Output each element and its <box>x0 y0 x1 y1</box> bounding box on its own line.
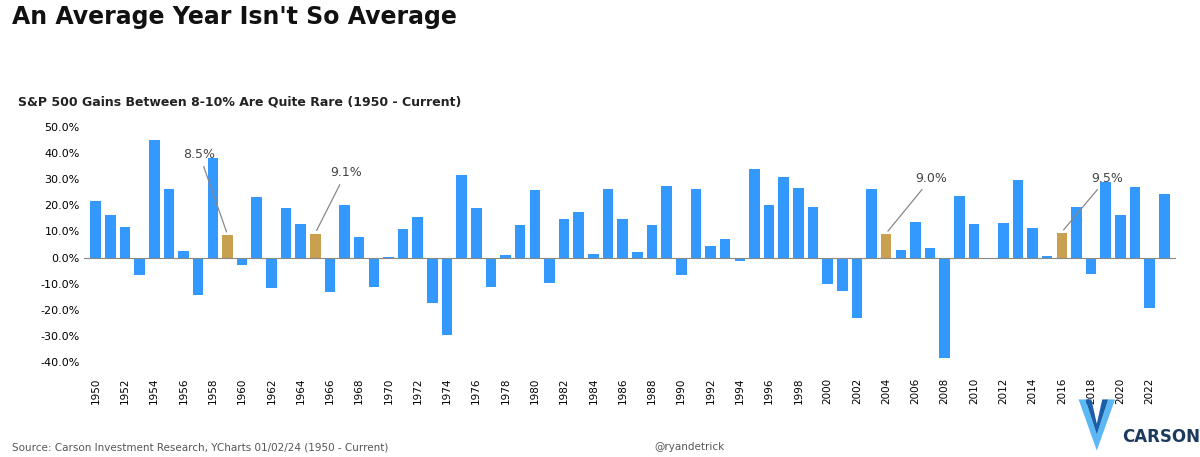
Bar <box>1145 258 1154 308</box>
Bar <box>749 169 760 258</box>
Bar <box>281 208 292 258</box>
Bar <box>940 258 950 358</box>
Bar <box>106 214 115 258</box>
Bar <box>208 158 218 258</box>
Bar <box>252 197 262 258</box>
Bar <box>559 219 569 258</box>
Bar <box>968 224 979 258</box>
Bar <box>779 177 788 258</box>
Bar <box>763 205 774 258</box>
Bar <box>852 258 862 319</box>
Bar <box>1072 207 1081 258</box>
Bar <box>720 239 731 258</box>
Bar <box>1129 187 1140 258</box>
Bar <box>618 219 628 258</box>
Bar <box>427 258 438 303</box>
Bar <box>398 229 408 258</box>
Bar <box>676 258 686 275</box>
Text: 9.1%: 9.1% <box>317 166 361 230</box>
Bar <box>881 234 892 258</box>
Bar <box>500 255 511 258</box>
Bar <box>574 213 584 258</box>
Text: @ryandetrick: @ryandetrick <box>654 442 725 452</box>
Bar <box>1086 258 1097 274</box>
Bar <box>456 175 467 258</box>
Bar <box>793 188 804 258</box>
Bar <box>325 258 335 292</box>
Text: An Average Year Isn't So Average: An Average Year Isn't So Average <box>12 5 457 29</box>
Bar <box>691 189 701 258</box>
Bar <box>236 258 247 265</box>
Bar <box>1115 215 1126 258</box>
Bar <box>866 189 877 258</box>
Text: Source: Carson Investment Research, YCharts 01/02/24 (1950 - Current): Source: Carson Investment Research, YCha… <box>12 442 389 452</box>
Text: 9.0%: 9.0% <box>888 171 947 231</box>
Bar <box>910 222 920 258</box>
Bar <box>442 258 452 335</box>
Polygon shape <box>1079 399 1115 451</box>
Bar <box>1100 182 1111 258</box>
Bar <box>954 197 965 258</box>
Bar <box>602 189 613 258</box>
Bar <box>822 258 833 284</box>
Bar <box>706 246 715 258</box>
Bar <box>1027 228 1038 258</box>
Bar <box>1013 181 1024 258</box>
Bar <box>734 258 745 261</box>
Bar <box>1042 256 1052 258</box>
Bar <box>836 258 847 292</box>
Bar <box>354 238 365 258</box>
Polygon shape <box>1086 399 1109 435</box>
Bar <box>545 258 554 283</box>
Bar <box>647 225 658 258</box>
Text: 9.5%: 9.5% <box>1063 171 1123 230</box>
Bar <box>925 249 935 258</box>
Bar <box>515 225 526 258</box>
Text: CARSON: CARSON <box>1122 428 1200 446</box>
Bar <box>632 252 642 258</box>
Bar <box>808 207 818 258</box>
Bar <box>413 217 424 258</box>
Text: 8.5%: 8.5% <box>184 148 227 232</box>
Bar <box>1056 233 1067 258</box>
Bar <box>193 258 204 295</box>
Bar <box>310 234 320 258</box>
Bar <box>588 254 599 258</box>
Bar <box>486 258 497 287</box>
Bar <box>222 235 233 258</box>
Bar <box>295 223 306 258</box>
Bar <box>134 258 145 275</box>
Bar <box>120 227 131 258</box>
Bar <box>472 208 481 258</box>
Bar <box>163 189 174 258</box>
Bar <box>266 258 277 288</box>
Bar <box>1159 195 1170 258</box>
Bar <box>368 258 379 287</box>
Bar <box>149 140 160 258</box>
Bar <box>529 190 540 258</box>
Bar <box>340 205 350 258</box>
Bar <box>998 223 1008 258</box>
Bar <box>661 186 672 258</box>
Bar <box>90 201 101 258</box>
Bar <box>895 250 906 258</box>
Bar <box>179 251 188 258</box>
Text: S&P 500 Gains Between 8-10% Are Quite Rare (1950 - Current): S&P 500 Gains Between 8-10% Are Quite Ra… <box>18 96 461 109</box>
